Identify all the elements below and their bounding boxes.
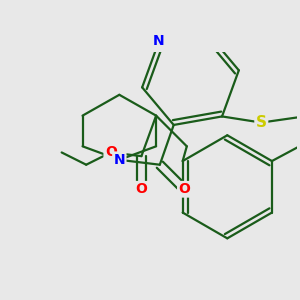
Text: O: O bbox=[136, 182, 147, 196]
Text: O: O bbox=[178, 182, 190, 196]
Text: N: N bbox=[113, 153, 125, 167]
Text: O: O bbox=[105, 146, 117, 160]
Text: S: S bbox=[256, 115, 267, 130]
Text: N: N bbox=[153, 34, 165, 48]
